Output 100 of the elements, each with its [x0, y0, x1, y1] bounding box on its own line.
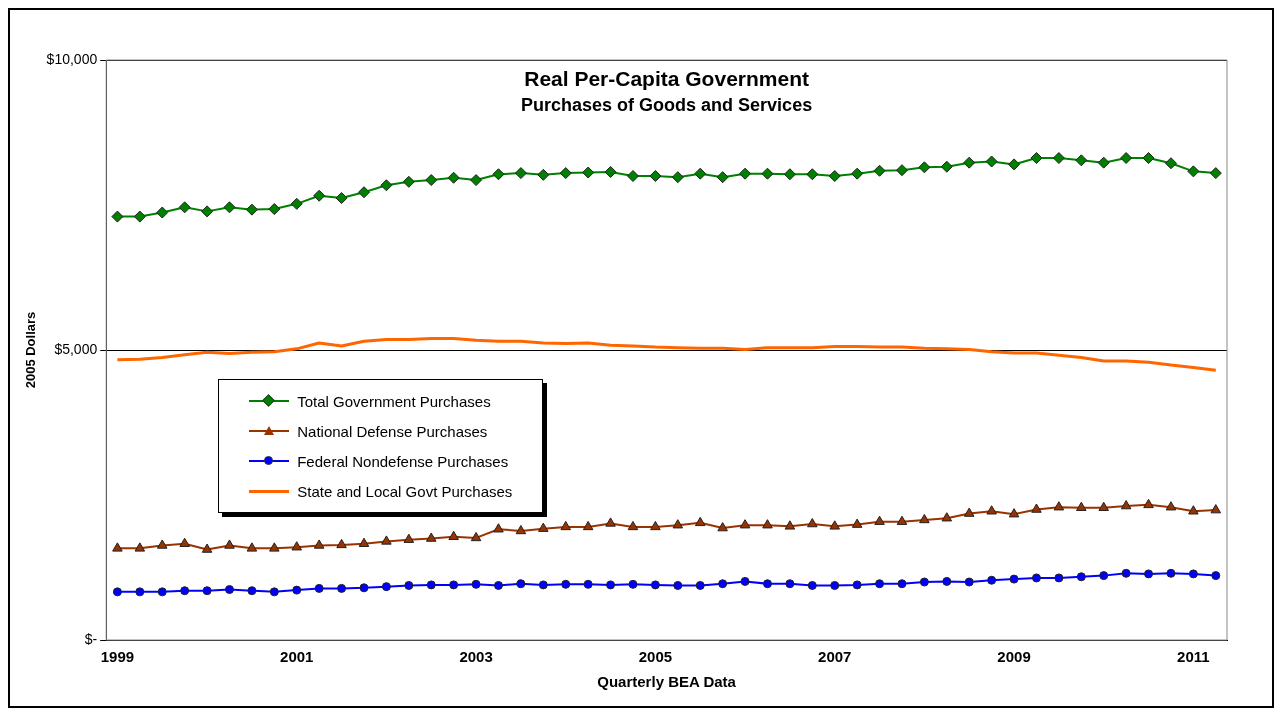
point — [762, 579, 772, 589]
point — [739, 167, 752, 180]
point — [830, 580, 840, 590]
point — [873, 164, 886, 177]
point — [449, 580, 459, 590]
point — [133, 210, 146, 223]
point — [358, 537, 370, 547]
point — [292, 585, 302, 595]
point — [134, 542, 146, 552]
point — [224, 539, 235, 549]
point — [829, 520, 840, 530]
point — [1120, 500, 1132, 510]
x-tick-label: 2001 — [280, 648, 314, 666]
point — [1076, 501, 1087, 512]
point — [582, 520, 594, 531]
point — [112, 587, 122, 597]
point — [851, 167, 864, 180]
point — [269, 587, 279, 597]
point — [964, 577, 974, 587]
point — [1142, 152, 1155, 165]
point — [784, 520, 796, 530]
point — [1098, 501, 1109, 512]
point — [986, 505, 997, 515]
x-tick-label: 2009 — [997, 648, 1031, 666]
point — [290, 197, 303, 210]
point — [112, 542, 123, 552]
point — [695, 580, 705, 590]
point — [717, 522, 728, 532]
point — [156, 539, 168, 549]
point — [448, 530, 459, 541]
point — [426, 580, 436, 590]
point — [1143, 498, 1154, 509]
point — [963, 507, 975, 517]
point — [918, 161, 931, 174]
point — [628, 579, 638, 589]
point — [1120, 152, 1133, 165]
point — [313, 189, 326, 202]
point — [583, 579, 593, 589]
point — [1211, 571, 1221, 581]
point — [940, 160, 953, 173]
point — [1165, 501, 1177, 511]
point — [201, 543, 213, 553]
point — [897, 579, 907, 589]
point — [111, 210, 124, 223]
point — [963, 156, 976, 169]
point — [493, 523, 504, 533]
point — [425, 532, 437, 542]
chart-title: Real Per-Capita Government — [524, 66, 809, 90]
y-tick-label: $5,000 — [54, 340, 98, 357]
point — [492, 168, 505, 181]
point — [515, 524, 527, 535]
point — [180, 586, 190, 596]
point — [404, 580, 414, 590]
point — [402, 175, 415, 188]
point — [247, 586, 257, 596]
point — [672, 519, 684, 529]
legend-label: Federal Nondefense Purchases — [297, 452, 509, 470]
point — [447, 171, 460, 184]
point — [1008, 508, 1020, 518]
point — [357, 186, 370, 199]
point — [1209, 167, 1222, 180]
point — [268, 203, 281, 216]
point — [694, 516, 706, 527]
point — [627, 520, 639, 531]
point — [1144, 569, 1154, 579]
y-axis-title: 2005 Dollars — [23, 311, 39, 389]
y-tick-label: $10,000 — [46, 50, 98, 67]
point — [671, 171, 684, 184]
point — [381, 582, 391, 592]
y-tick-label: $- — [84, 630, 98, 647]
point — [1008, 158, 1021, 171]
point — [470, 174, 483, 187]
point — [246, 542, 258, 552]
point — [516, 579, 526, 589]
point — [985, 155, 998, 168]
point — [895, 164, 908, 177]
point — [381, 535, 392, 545]
point — [851, 518, 863, 528]
point — [605, 517, 616, 527]
x-tick-label: 2003 — [459, 648, 493, 666]
legend-label: National Defense Purchases — [297, 422, 488, 440]
point — [718, 579, 728, 589]
point — [604, 165, 617, 178]
point — [201, 205, 214, 218]
point — [919, 577, 929, 587]
point — [135, 587, 145, 597]
point — [223, 201, 236, 214]
point — [538, 522, 549, 532]
point — [202, 586, 212, 596]
point — [493, 580, 503, 590]
point — [1210, 504, 1222, 514]
point — [649, 170, 662, 182]
point — [739, 519, 751, 529]
point — [514, 167, 527, 180]
point — [561, 579, 571, 589]
point — [1053, 501, 1065, 511]
point — [874, 515, 885, 525]
point — [942, 576, 952, 586]
point — [1166, 568, 1176, 578]
text: Purchases of Goods and Services — [521, 94, 813, 115]
